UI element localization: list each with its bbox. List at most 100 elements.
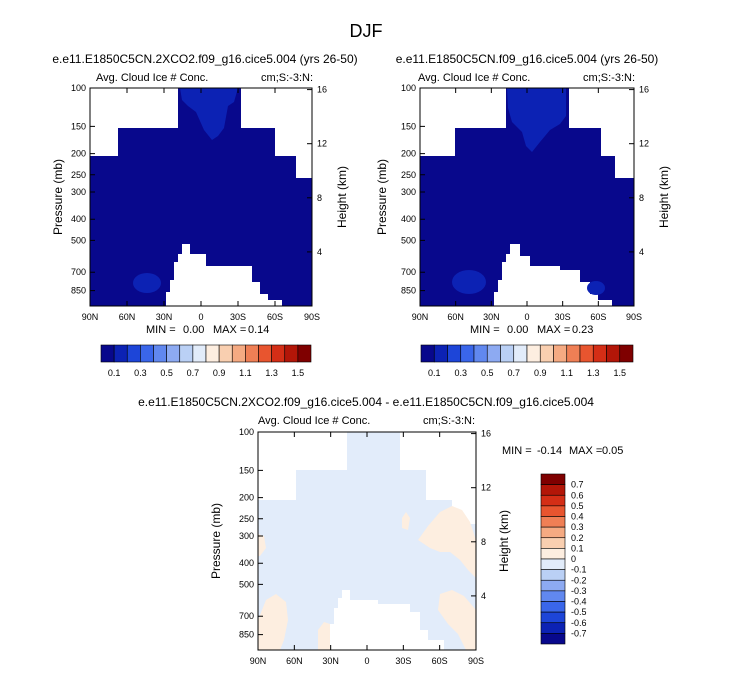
panel-1-y2-tick-label: 8 [317, 193, 322, 203]
panel-2-field [420, 88, 634, 306]
panel-2-colorbar-swatch [526, 344, 541, 363]
panel-3-y-tick-label: 400 [239, 558, 254, 568]
panel-3-min-label: MIN = [502, 445, 532, 457]
panel-2-colorbar-label: 1.1 [560, 368, 573, 378]
panel-1-colorbar-label: 1.5 [292, 368, 305, 378]
panel-2-colorbar-swatch [513, 344, 528, 363]
panel-2-y-tick-label: 150 [401, 121, 416, 131]
panel-2-contour-lower [452, 270, 486, 294]
panel-1-colorbar-label: 1.1 [239, 368, 252, 378]
panel-1-min-value: 0.00 [183, 324, 204, 336]
panel-3-colorbar-swatch [540, 526, 566, 539]
panel-1-y-tick-label: 850 [71, 286, 86, 296]
panel-1-x-tick-label: 90N [82, 312, 99, 322]
panel-1-colorbar-swatch [179, 344, 194, 363]
panel-3-colorbar-swatch [540, 473, 566, 485]
panel-3-y-tick-label: 850 [239, 630, 254, 640]
panel-3-x-tick-label: 30N [322, 656, 339, 666]
panel-3-colorbar-label: 0.6 [571, 490, 584, 500]
panel-2-colorbar-swatch [592, 344, 607, 363]
panel-3-colorbar-label: 0.2 [571, 533, 584, 543]
panel-2-y-tick-label: 500 [401, 235, 416, 245]
panel-3-ylabel: Pressure (mb) [209, 503, 223, 579]
panel-3-colorbar-swatch [540, 622, 566, 634]
panel-3-y-tick-label: 700 [239, 611, 254, 621]
panel-3-y-tick-label: 250 [239, 514, 254, 524]
panel-2: e.e11.E1850C5CN.f09_g16.cice5.004 (yrs 2… [375, 52, 671, 378]
panel-1-colorbar-swatch [218, 344, 233, 363]
panel-3-colorbar: 0.70.60.50.40.30.20.10-0.1-0.2-0.3-0.4-0… [540, 473, 587, 645]
panel-1-max-label: MAX = [213, 324, 246, 336]
panel-3-colorbar-label: 0.1 [571, 543, 584, 553]
panel-3-max-value: 0.05 [602, 445, 623, 457]
panel-1-colorbar-swatch [192, 344, 207, 363]
panel-2-colorbar-label: 0.5 [481, 368, 494, 378]
panel-2-colorbar-label: 1.5 [613, 368, 626, 378]
panel-2-x-tick-label: 60S [590, 312, 606, 322]
panel-1-colorbar-label: 0.1 [108, 368, 121, 378]
panel-1-y-tick-label: 700 [71, 267, 86, 277]
panel-2-y-tick-label: 400 [401, 214, 416, 224]
panel-2-colorbar-swatch [433, 344, 448, 363]
panel-2-y2-tick-label: 12 [639, 139, 649, 149]
panel-1-colorbar-swatch [140, 344, 154, 363]
panel-2-plot [419, 87, 635, 307]
panel-3-y2-tick-label: 16 [481, 429, 491, 439]
panel-1-title: e.e11.E1850C5CN.2XCO2.f09_g16.cice5.004 … [52, 52, 357, 66]
panel-1-max-value: 0.14 [248, 324, 269, 336]
panel-1-colorbar-label: 1.3 [265, 368, 278, 378]
panel-3-left-subtitle: Avg. Cloud Ice # Conc. [258, 415, 370, 427]
panel-3-colorbar-label: -0.7 [571, 628, 587, 638]
panel-3-field [258, 432, 476, 650]
panel-3-colorbar-label: -0.1 [571, 565, 587, 575]
panel-1-y-tick-label: 100 [71, 83, 86, 93]
panel-2-colorbar-swatch [486, 344, 501, 363]
panel-3-pos-contour-center [402, 512, 410, 530]
panel-2-ylabel: Pressure (mb) [375, 159, 389, 235]
panel-3-x-tick-label: 0 [364, 656, 369, 666]
panel-3-colorbar-swatch [540, 611, 566, 624]
panel-2-colorbar-label: 0.9 [534, 368, 547, 378]
panel-3-colorbar-label: -0.6 [571, 618, 587, 628]
panel-1-contour-lower [133, 273, 161, 293]
panel-1-y-tick-label: 150 [71, 121, 86, 131]
panel-1-colorbar-swatch [271, 344, 286, 363]
panel-3-colorbar-swatch [540, 558, 566, 570]
panel-2-colorbar-label: 0.1 [428, 368, 441, 378]
panel-3-y2-tick-label: 8 [481, 537, 486, 547]
page-title: DJF [350, 21, 383, 41]
panel-3-colorbar-swatch [540, 590, 566, 602]
panel-2-colorbar-swatch [606, 344, 621, 363]
panel-1-x-tick-label: 60N [119, 312, 136, 322]
panel-3-x-tick-label: 60S [432, 656, 448, 666]
panel-2-colorbar-swatch [473, 344, 488, 363]
panel-1-colorbar-label: 0.5 [160, 368, 173, 378]
panel-2-y-tick-label: 850 [401, 286, 416, 296]
panel-3-y-tick-label: 200 [239, 493, 254, 503]
panel-3-colorbar-label: 0.3 [571, 522, 584, 532]
panel-2-colorbar-label: 1.3 [587, 368, 600, 378]
panel-3: e.e11.E1850C5CN.2XCO2.f09_g16.cice5.004 … [138, 395, 623, 666]
panel-2-left-subtitle: Avg. Cloud Ice # Conc. [418, 72, 530, 84]
panel-3-y2-tick-label: 12 [481, 483, 491, 493]
panel-3-colorbar-swatch [540, 579, 566, 592]
panel-3-colorbar-swatch [540, 633, 566, 645]
panel-3-y-tick-label: 100 [239, 427, 254, 437]
panel-1-colorbar-label: 0.3 [134, 368, 147, 378]
panel-1-y2-tick-label: 16 [317, 85, 327, 95]
panel-1-colorbar-swatch [100, 344, 115, 363]
panel-1-x-tick-label: 30N [156, 312, 173, 322]
panel-2-contour-lower-right [587, 281, 605, 295]
panel-2-max-value: 0.23 [572, 324, 593, 336]
panel-1-colorbar-swatch [231, 344, 246, 363]
panel-2-colorbar-swatch [566, 344, 581, 363]
panel-2-colorbar: 0.1 0.3 0.5 0.7 0.9 1.1 1.3 1.5 [420, 344, 634, 378]
panel-1-x-tick-label: 90S [304, 312, 320, 322]
panel-3-pos-contour-left-mid [258, 534, 266, 556]
panel-1-x-tick-label: 60S [267, 312, 283, 322]
panel-3-colorbar-swatch [540, 494, 566, 507]
panel-2-title: e.e11.E1850C5CN.f09_g16.cice5.004 (yrs 2… [396, 52, 659, 66]
panel-3-colorbar-swatch [540, 569, 566, 581]
panel-3-colorbar-label: 0.5 [571, 501, 584, 511]
panel-1-y-tick-label: 250 [71, 170, 86, 180]
